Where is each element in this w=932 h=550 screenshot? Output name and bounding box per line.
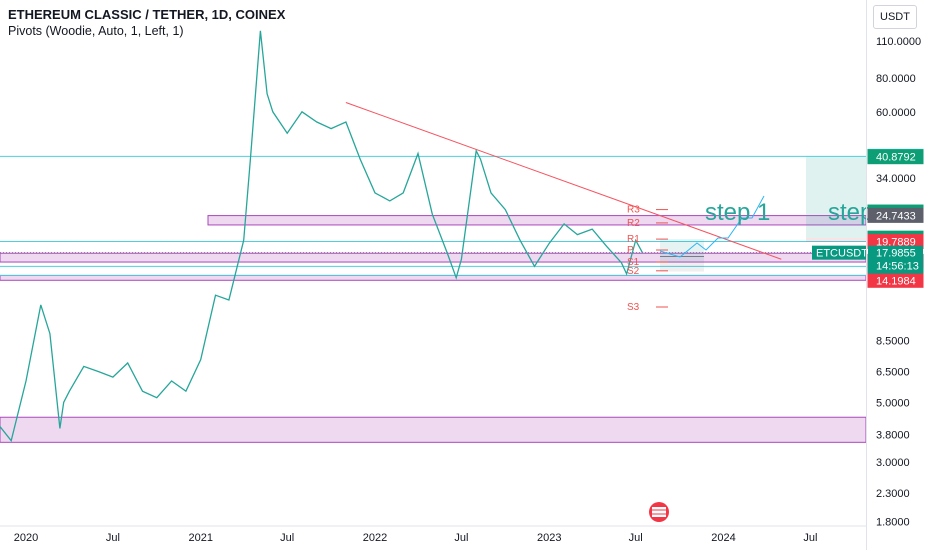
- x-tick-label: Jul: [803, 532, 817, 544]
- x-tick-label: 2023: [537, 532, 561, 544]
- stop-zone[interactable]: [806, 238, 866, 242]
- pivot-label-r3: R3: [627, 205, 640, 216]
- entry-zone[interactable]: [660, 239, 704, 262]
- trend-line[interactable]: [345, 102, 782, 260]
- us-flag-event-icon[interactable]: [649, 502, 669, 522]
- target-zone[interactable]: [806, 156, 866, 239]
- pivot-label-s2: S2: [627, 266, 640, 277]
- entry-stop-zone[interactable]: [660, 261, 704, 272]
- x-tick-label: Jul: [280, 532, 294, 544]
- symbol-flag-label: ETCUSDT: [816, 248, 868, 260]
- x-tick-label: Jul: [629, 532, 643, 544]
- y-tick-label: 2.3000: [876, 488, 910, 500]
- y-tick-label: 80.0000: [876, 73, 916, 85]
- x-tick-label: 2024: [711, 532, 735, 544]
- pivot-label-r1: R1: [627, 234, 640, 245]
- projection-path[interactable]: [659, 195, 765, 258]
- y-tick-label: 3.0000: [876, 457, 910, 469]
- pivot-label-s1: S1: [627, 257, 640, 268]
- chart-title: ETHEREUM CLASSIC / TETHER, 1D, COINEX: [8, 7, 286, 22]
- pivot-label-s3: S3: [627, 302, 640, 313]
- step-annotation[interactable]: step: [828, 199, 873, 226]
- y-tick-label: 6.5000: [876, 367, 910, 379]
- x-tick-label: 2021: [188, 532, 212, 544]
- support-resistance-zone[interactable]: [0, 252, 867, 263]
- y-tick-label: 34.0000: [876, 173, 916, 185]
- y-tick-label: 1.8000: [876, 517, 910, 529]
- price-flag-label: 24.7433: [876, 210, 916, 222]
- pivot-label-p: P: [627, 245, 634, 256]
- symbol-flag[interactable]: [812, 245, 866, 260]
- y-tick-label: 8.5000: [876, 335, 910, 347]
- pivot-label-r2: R2: [627, 218, 640, 229]
- event-icon-flag: [652, 507, 666, 517]
- current-price-label: 17.9855: [876, 248, 916, 260]
- step-1-annotation[interactable]: step 1: [705, 199, 770, 226]
- indicator-label[interactable]: Pivots (Woodie, Auto, 1, Left, 1): [8, 24, 184, 38]
- price-flag: [867, 207, 924, 223]
- x-tick-label: Jul: [106, 532, 120, 544]
- current-price-flag: [868, 245, 923, 274]
- x-tick-label: Jul: [454, 532, 468, 544]
- price-flag: [867, 149, 924, 165]
- currency-button[interactable]: USDT: [873, 5, 917, 29]
- price-series-line: [0, 30, 643, 443]
- price-flag-label: 14.1984: [876, 275, 916, 287]
- y-tick-label: 5.0000: [876, 397, 910, 409]
- x-tick-label: 2022: [363, 532, 387, 544]
- price-flag-label: 19.7889: [876, 236, 916, 248]
- y-tick-label: 60.0000: [876, 107, 916, 119]
- support-resistance-zone[interactable]: [0, 274, 867, 281]
- y-tick-label: 3.8000: [876, 429, 910, 441]
- price-axis-separator: [866, 0, 867, 550]
- price-flag-label: 40.8792: [876, 152, 916, 164]
- y-tick-label: 110.0000: [876, 36, 921, 48]
- x-tick-label: 2020: [14, 532, 38, 544]
- countdown-label: 14:56:13: [876, 261, 919, 273]
- support-resistance-zone[interactable]: [0, 416, 867, 443]
